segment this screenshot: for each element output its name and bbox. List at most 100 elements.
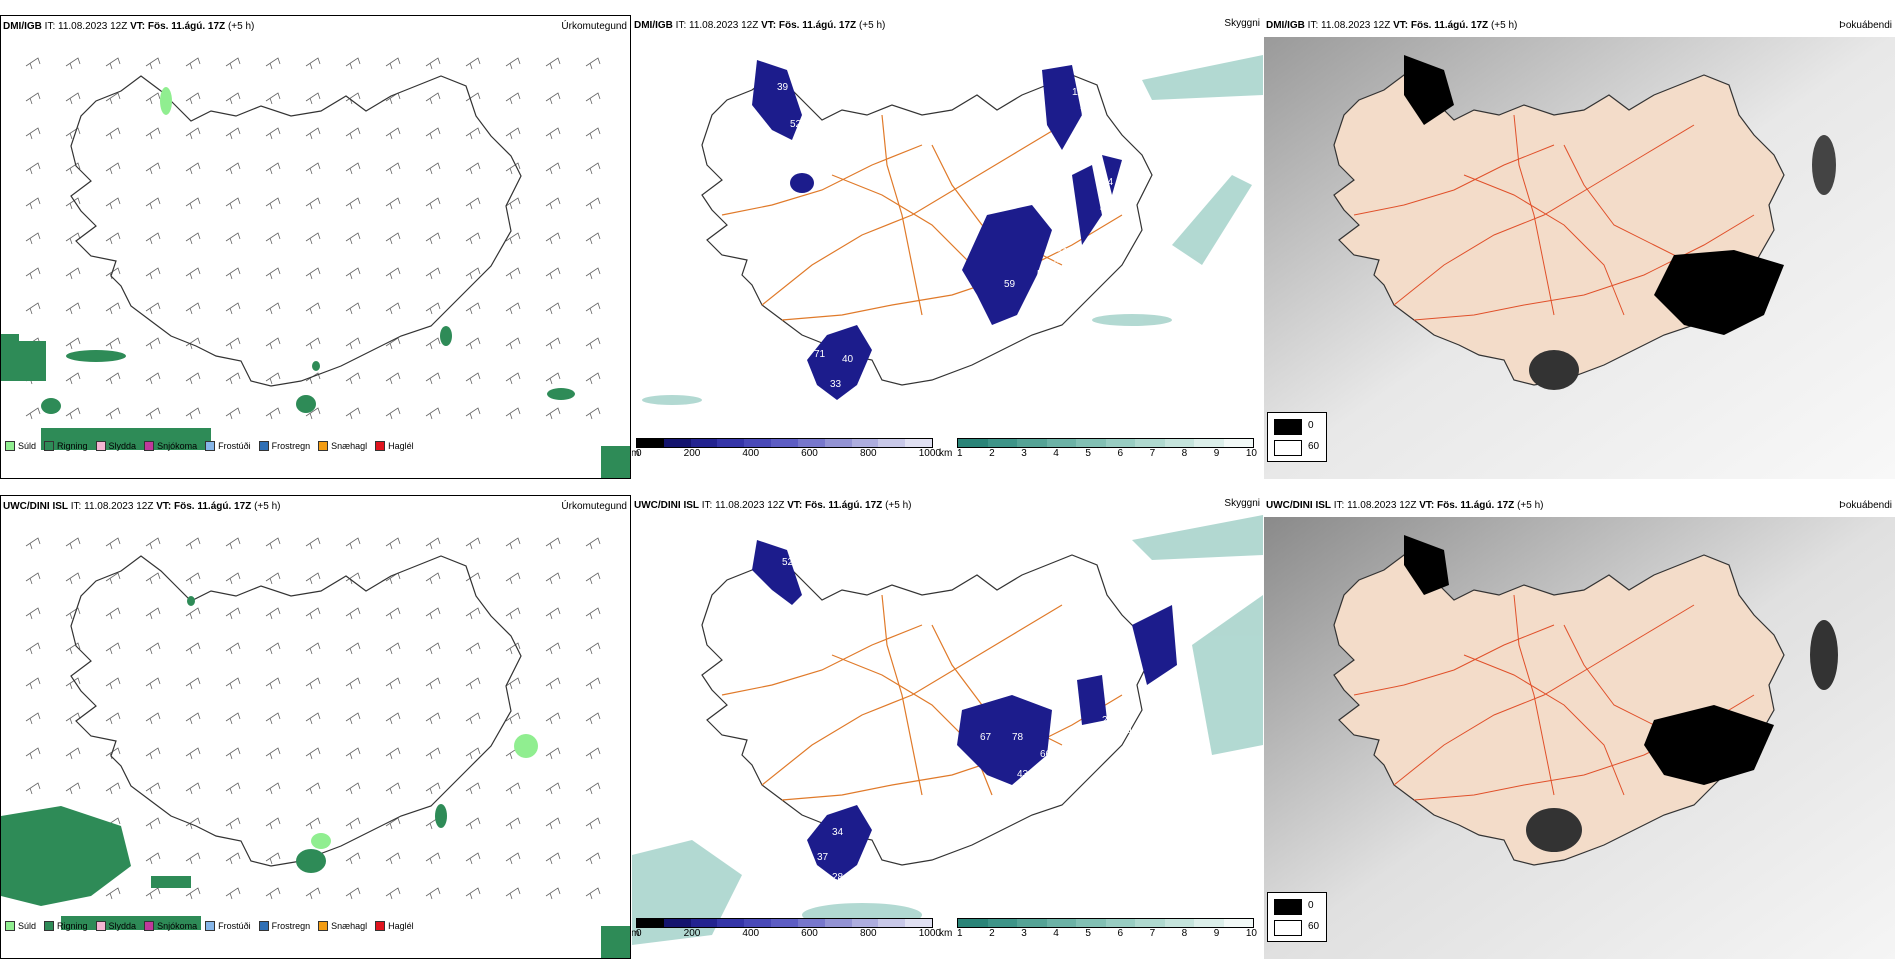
colorbar-step (851, 919, 879, 927)
wind-barb (465, 127, 481, 140)
tick-label: 8 (1181, 928, 1188, 939)
road-segment (721, 144, 923, 216)
colorbar-step (1076, 439, 1106, 447)
precip-legend-label: Rigning (57, 441, 88, 451)
precip-legend-swatch (205, 921, 216, 931)
wind-barb (585, 232, 601, 245)
wind-barb (385, 782, 401, 795)
cloud-panel-row1: DMI/IGB IT: 11.08.2023 12Z VT: Fös. 11.á… (632, 15, 1263, 479)
wind-barb (585, 782, 601, 795)
wind-barb (345, 302, 361, 315)
precip-legend-item: Haglél (375, 921, 418, 931)
wind-barb (425, 887, 441, 900)
wind-barb (145, 372, 161, 385)
colorbar-step (1017, 919, 1047, 927)
wind-barb (65, 747, 81, 760)
precip-legend-label: Frostregn (271, 921, 311, 931)
wind-barb (105, 642, 121, 655)
colorbar-step (987, 919, 1017, 927)
wind-barb (585, 302, 601, 315)
wind-barb (305, 817, 321, 830)
panel-header: UWC/DINI ISL IT: 11.08.2023 12Z VT: Fös.… (1266, 500, 1544, 511)
wind-barb (385, 887, 401, 900)
wind-barb (465, 372, 481, 385)
precip-map[interactable] (1, 496, 631, 959)
wind-barb (545, 92, 561, 105)
wind-barb (105, 887, 121, 900)
colorbar-step (1164, 919, 1194, 927)
wind-barb (265, 852, 281, 865)
precip-map[interactable] (1, 16, 631, 479)
wind-barb (185, 162, 201, 175)
wind-barb (385, 642, 401, 655)
colorbar-step (824, 919, 852, 927)
wind-barb (545, 267, 561, 280)
tick-label: 1 (957, 448, 963, 459)
wind-barb (465, 712, 481, 725)
colorbar-step (797, 439, 825, 447)
wind-barb (545, 302, 561, 315)
road-segment (1563, 144, 1695, 266)
precip-legend-item: Rigning (44, 921, 92, 931)
visibility-unit: km (939, 928, 953, 939)
wind-barb (585, 607, 601, 620)
wind-barb (25, 92, 41, 105)
wind-barb (185, 197, 201, 210)
fog-panel-row1: DMI/IGB IT: 11.08.2023 12Z VT: Fös. 11.á… (1264, 15, 1895, 479)
precip-legend-label: Súld (18, 921, 37, 931)
precip-legend-item: Slydda (95, 921, 141, 931)
wind-barb (585, 57, 601, 70)
cloud-base-label: 51 (1057, 247, 1069, 258)
wind-barb (145, 782, 161, 795)
wind-barb (585, 372, 601, 385)
wind-barb (545, 537, 561, 550)
cloud-base-label: 119 (1072, 87, 1088, 98)
wind-barb (105, 337, 121, 350)
wind-barb (465, 302, 481, 315)
wind-barb (545, 642, 561, 655)
wind-barb (585, 197, 601, 210)
wind-barb (105, 677, 121, 690)
fog-map[interactable] (1264, 495, 1895, 959)
colorbar-step (1194, 919, 1224, 927)
road-segment (1353, 624, 1555, 696)
field-title: Þokuábendi (1839, 20, 1892, 31)
road-segment (881, 594, 923, 796)
wind-barb (145, 712, 161, 725)
wind-barb (545, 372, 561, 385)
precip-legend-swatch (95, 441, 106, 451)
wind-barb (65, 407, 81, 420)
tick-label: 7 (1149, 928, 1156, 939)
cloud-base-label: 52 (782, 557, 794, 568)
colorbar-step (958, 919, 988, 927)
cloudbase-unit: m (632, 448, 640, 459)
precip-legend-swatch (375, 441, 386, 451)
cloudbase-ticks: 0 200 400 600 800 1000 (636, 928, 941, 939)
wind-barb (345, 642, 361, 655)
wind-barb (545, 852, 561, 865)
wind-barb (345, 887, 361, 900)
cloud-base-label: 66 (1040, 749, 1052, 760)
wind-barb (185, 747, 201, 760)
wind-barb (345, 747, 361, 760)
wind-barb (65, 267, 81, 280)
fog-map[interactable] (1264, 15, 1895, 479)
wind-barb (425, 852, 441, 865)
low-cloud-areas (752, 540, 1177, 880)
wind-barb (305, 162, 321, 175)
cloud-base-label: 71 (814, 349, 826, 360)
precip-panel-row2: UWC/DINI ISL IT: 11.08.2023 12Z VT: Fös.… (0, 495, 631, 959)
wind-barb (305, 712, 321, 725)
tick-label: 9 (1213, 448, 1220, 459)
wind-barb (225, 302, 241, 315)
colorbar-step (1046, 919, 1076, 927)
wind-barb (145, 127, 161, 140)
wind-barb (145, 817, 161, 830)
wind-barb (465, 572, 481, 585)
tick-label: 0 (636, 928, 642, 939)
precip-legend-swatch (144, 441, 155, 451)
wind-barb (225, 232, 241, 245)
cloud-base-label: 34 (832, 827, 844, 838)
